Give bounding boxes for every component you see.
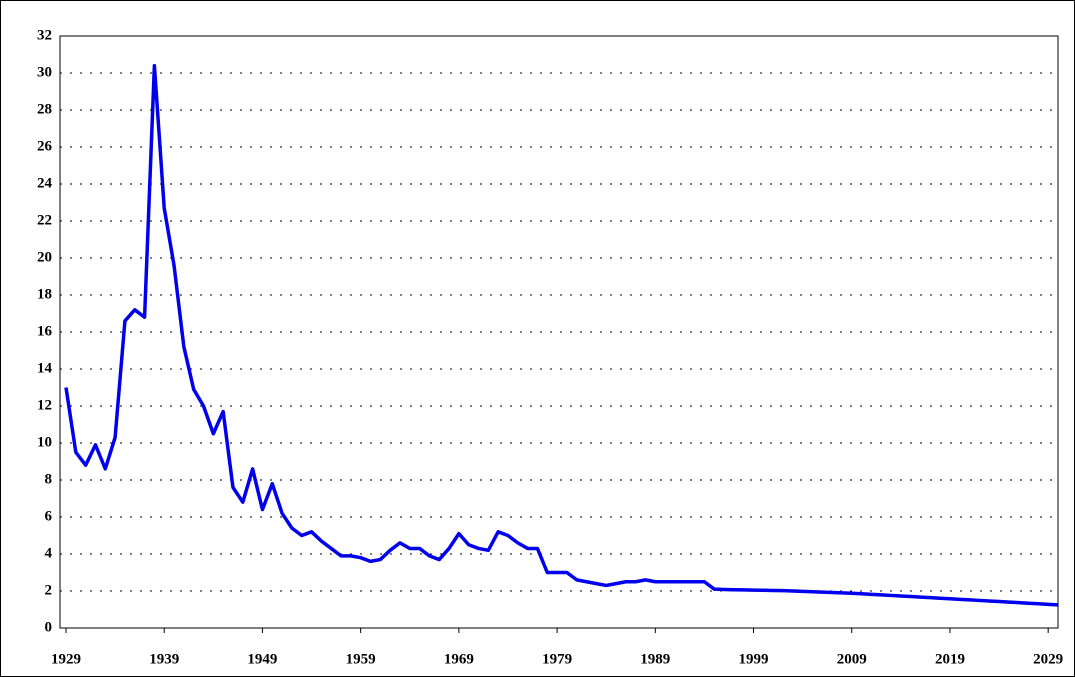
- y-tick-label: 24: [37, 175, 53, 191]
- y-tick-label: 14: [37, 360, 53, 376]
- y-tick-label: 26: [37, 138, 53, 154]
- y-tick-label: 22: [37, 212, 52, 228]
- x-tick-label: 1949: [247, 651, 277, 667]
- x-tick-label: 1939: [149, 651, 179, 667]
- y-tick-label: 8: [45, 471, 53, 487]
- y-tick-label: 20: [37, 249, 52, 265]
- x-tick-label: 2009: [837, 651, 867, 667]
- y-tick-label: 4: [45, 545, 53, 561]
- plot-frame: [59, 35, 1059, 629]
- y-tick-label: 12: [37, 397, 52, 413]
- y-tick-label: 16: [37, 323, 53, 339]
- x-tick-label: 2019: [935, 651, 965, 667]
- x-tick-label: 1959: [346, 651, 376, 667]
- x-tick-label: 1999: [739, 651, 769, 667]
- x-tick-label: 2029: [1033, 651, 1063, 667]
- x-tick-label: 1969: [444, 651, 474, 667]
- x-tick-label: 1989: [640, 651, 670, 667]
- y-tick-label: 32: [37, 27, 52, 43]
- y-tick-label: 10: [37, 434, 52, 450]
- x-tick-label: 1929: [51, 651, 81, 667]
- series-line: [64, 63, 1059, 607]
- y-tick-label: 0: [45, 619, 53, 635]
- y-tick-label: 28: [37, 101, 52, 117]
- y-tick-label: 2: [45, 582, 53, 598]
- y-tick-label: 30: [37, 64, 52, 80]
- y-tick-label: 18: [37, 286, 52, 302]
- x-tick-label: 1979: [542, 651, 572, 667]
- y-tick-label: 6: [45, 508, 53, 524]
